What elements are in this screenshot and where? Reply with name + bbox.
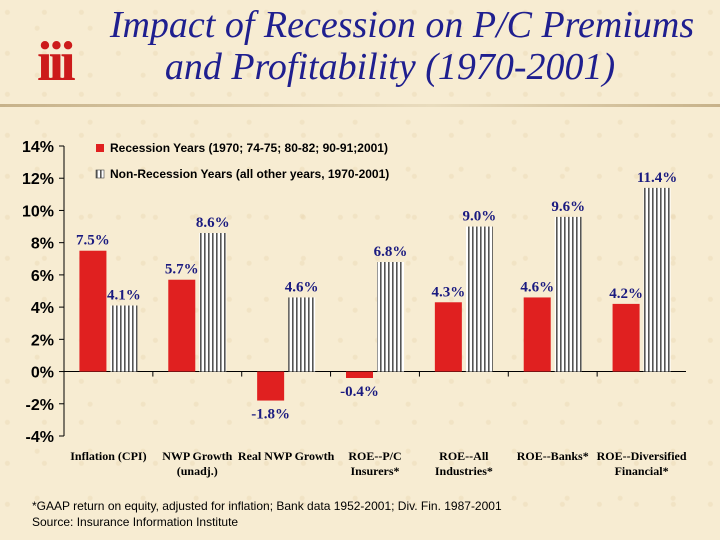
- non-recession-bar: [377, 262, 404, 372]
- x-category-label: Real NWP Growth: [238, 449, 335, 463]
- title-line-2: and Profitability (1970-2001): [164, 46, 616, 88]
- recession-bar: [257, 371, 285, 401]
- recession-bar: [434, 302, 462, 372]
- non-recession-value-label: 8.6%: [196, 215, 230, 231]
- recession-value-label: 4.3%: [431, 284, 465, 300]
- non-recession-bar: [643, 187, 671, 372]
- non-recession-value-label: 11.4%: [637, 170, 677, 186]
- non-recession-bar: [199, 233, 227, 372]
- y-tick-label: 8%: [31, 236, 54, 253]
- recession-bar: [168, 279, 196, 372]
- recession-value-label: 4.6%: [520, 279, 554, 295]
- y-tick-label: 4%: [31, 300, 54, 317]
- y-tick-label: 10%: [22, 203, 54, 220]
- non-recession-value-label: 4.1%: [107, 288, 141, 304]
- non-recession-bar: [465, 226, 493, 372]
- recession-value-label: -1.8%: [251, 407, 290, 423]
- legend-label-non-recession: Non-Recession Years (all other years, 19…: [110, 167, 389, 181]
- y-tick-label: -4%: [26, 429, 54, 446]
- non-recession-value-label: 9.6%: [551, 199, 585, 215]
- footnote-source: Source: Insurance Information Institute: [32, 515, 239, 529]
- recession-value-label: 5.7%: [165, 262, 199, 278]
- footnote: *GAAP return on equity, adjusted for inf…: [32, 498, 502, 530]
- y-tick-label: 12%: [22, 171, 54, 188]
- x-category-label: ROE--All Industries*: [435, 449, 493, 478]
- y-tick-label: -2%: [26, 397, 54, 414]
- recession-bar: [346, 371, 373, 378]
- non-recession-value-label: 4.6%: [285, 279, 319, 295]
- x-category-label: Inflation (CPI): [70, 449, 146, 463]
- x-category-label: NWP Growth (unadj.): [162, 449, 232, 478]
- iii-logo: iii: [37, 31, 76, 93]
- recession-value-label: -0.4%: [340, 384, 379, 400]
- y-tick-label: 6%: [31, 268, 54, 285]
- non-recession-value-label: 6.8%: [374, 244, 408, 260]
- legend-swatch-non-recession: [95, 169, 105, 179]
- x-category-label: ROE--Diversified Financial*: [597, 449, 687, 478]
- non-recession-bar: [110, 305, 138, 372]
- non-recession-value-label: 9.0%: [462, 209, 496, 225]
- page-title: Impact of Recession on P/C Premiums and …: [0, 4, 720, 88]
- recession-bar: [79, 250, 107, 372]
- y-tick-label: 14%: [22, 139, 54, 156]
- x-category-label: ROE--P/C Insurers*: [348, 449, 401, 478]
- non-recession-bar: [554, 216, 582, 372]
- legend-label-recession: Recession Years (1970; 74-75; 80-82; 90-…: [110, 141, 388, 155]
- recession-bar: [523, 297, 551, 372]
- footnote-line-1: *GAAP return on equity, adjusted for inf…: [32, 499, 502, 513]
- y-tick-label: 2%: [31, 332, 54, 349]
- recession-value-label: 7.5%: [76, 233, 110, 249]
- y-tick-label: 0%: [31, 365, 54, 382]
- title-divider: [0, 104, 720, 107]
- legend-swatch-recession: [96, 144, 104, 152]
- recession-value-label: 4.2%: [609, 286, 643, 302]
- x-category-label: ROE--Banks*: [517, 449, 589, 463]
- recession-bar: [612, 303, 640, 372]
- non-recession-bar: [288, 297, 316, 372]
- title-line-1: Impact of Recession on P/C Premiums: [109, 4, 695, 46]
